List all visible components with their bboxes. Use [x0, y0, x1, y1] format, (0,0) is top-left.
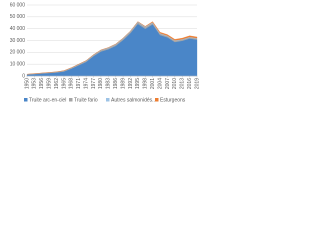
- y-tick-label: 20 000: [10, 50, 26, 56]
- area: [26, 23, 198, 77]
- x-tick-label: 1956: [39, 78, 45, 89]
- y-tick-label: 40 000: [10, 26, 26, 32]
- x-tick-label: 1968: [69, 78, 75, 89]
- x-tick-label: 1950: [24, 78, 30, 89]
- x-tick-label: 1983: [106, 78, 112, 89]
- chart: 0 10 000 20 000 30 000 40 000 50 000 60 000 195…: [10, 2, 200, 103]
- x-tick-label: 1986: [113, 78, 119, 89]
- legend-label: Truite fario: [74, 97, 98, 103]
- x-tick-label: 2010: [172, 78, 178, 89]
- y-tick-label: 50 000: [10, 14, 26, 20]
- legend-label: Esturgeons: [160, 97, 186, 103]
- x-tick-label: 1953: [32, 78, 38, 89]
- x-tick-label: 1962: [54, 78, 60, 89]
- x-tick-label: 1971: [76, 78, 82, 89]
- area: [26, 21, 198, 75]
- x-tick-label: 1992: [128, 78, 134, 89]
- legend-label: Truite arc-en-ciel: [29, 97, 66, 103]
- x-tick-label: 2004: [157, 78, 163, 89]
- x-tick-label: 2013: [180, 78, 186, 89]
- y-tick-label: 30 000: [10, 38, 26, 44]
- x-tick-label: 2001: [150, 78, 156, 89]
- y-tick-label: 10 000: [10, 61, 26, 67]
- x-tick-label: 2019: [194, 78, 200, 89]
- legend-swatch: [155, 98, 159, 102]
- x-tick-label: 1965: [61, 78, 67, 89]
- x-tick-label: 1998: [143, 78, 149, 89]
- x-tick-label: 2007: [165, 78, 171, 89]
- legend-label: Autres salmonidés...: [111, 97, 156, 103]
- x-tick-label: 1980: [98, 78, 104, 89]
- x-tick-label: 1977: [91, 78, 97, 89]
- legend-swatch: [24, 98, 28, 102]
- x-tick-label: 1974: [83, 78, 89, 89]
- x-tick-label: 1989: [120, 78, 126, 89]
- y-tick-label: 0: [22, 73, 25, 79]
- legend-swatch: [106, 98, 110, 102]
- x-tick-label: 1959: [47, 78, 53, 89]
- x-tick-label: 2016: [187, 78, 193, 89]
- y-tick-label: 60 000: [10, 2, 26, 8]
- x-tick-label: 1995: [135, 78, 141, 89]
- legend-swatch: [69, 98, 73, 102]
